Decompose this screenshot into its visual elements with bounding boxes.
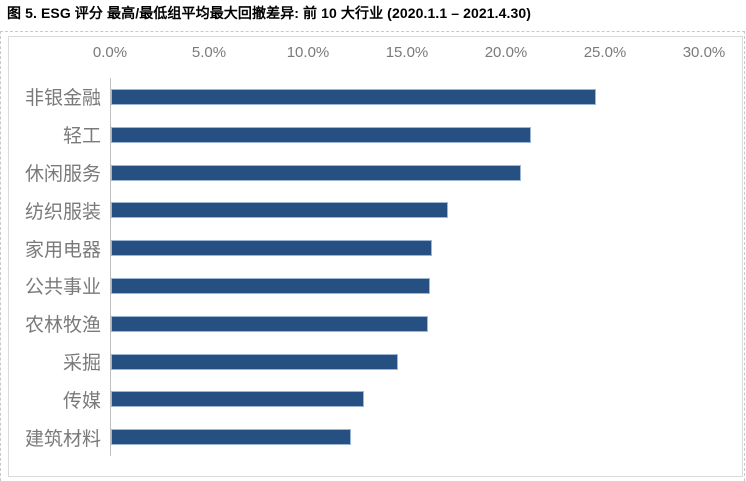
bar-7 [111,353,399,370]
bar-4 [111,240,432,257]
category-label-4: 家用电器 [24,239,101,261]
x-tick-label-2: 10.0% [286,44,330,61]
category-label-3: 纺织服装 [24,201,101,223]
category-label-7: 采掘 [62,352,101,374]
figure-title: 图 5. ESG 评分 最高/最低组平均最大回撤差异: 前 10 大行业 (20… [7,5,532,21]
x-tick-label-0: 0.0% [92,44,128,61]
bar-0 [111,88,597,105]
category-label-9: 建筑材料 [24,428,101,450]
category-label-5: 公共事业 [24,277,101,299]
bar-2 [111,164,521,181]
document-cell-border [0,31,745,481]
category-label-8: 传媒 [62,390,101,412]
bar-1 [111,126,531,143]
bar-chart: 0.0% 5.0% 10.0% 15.0% 20.0% 25.0% 30.0% 非银金融轻工休… [8,36,743,477]
category-axis-line [110,78,111,456]
bar-6 [111,315,428,332]
bar-5 [111,277,430,294]
category-label-6: 农林牧渔 [24,315,101,337]
x-tick-label-4: 20.0% [484,44,528,61]
category-label-1: 轻工 [62,126,101,148]
x-tick-label-3: 15.0% [385,44,429,61]
bar-8 [111,391,365,408]
x-tick-label-5: 25.0% [583,44,627,61]
category-label-0: 非银金融 [24,88,101,110]
bar-3 [111,202,448,219]
bar-9 [111,429,351,446]
x-tick-label-1: 5.0% [191,44,227,61]
x-tick-label-6: 30.0% [682,44,726,61]
category-label-2: 休闲服务 [24,163,101,185]
